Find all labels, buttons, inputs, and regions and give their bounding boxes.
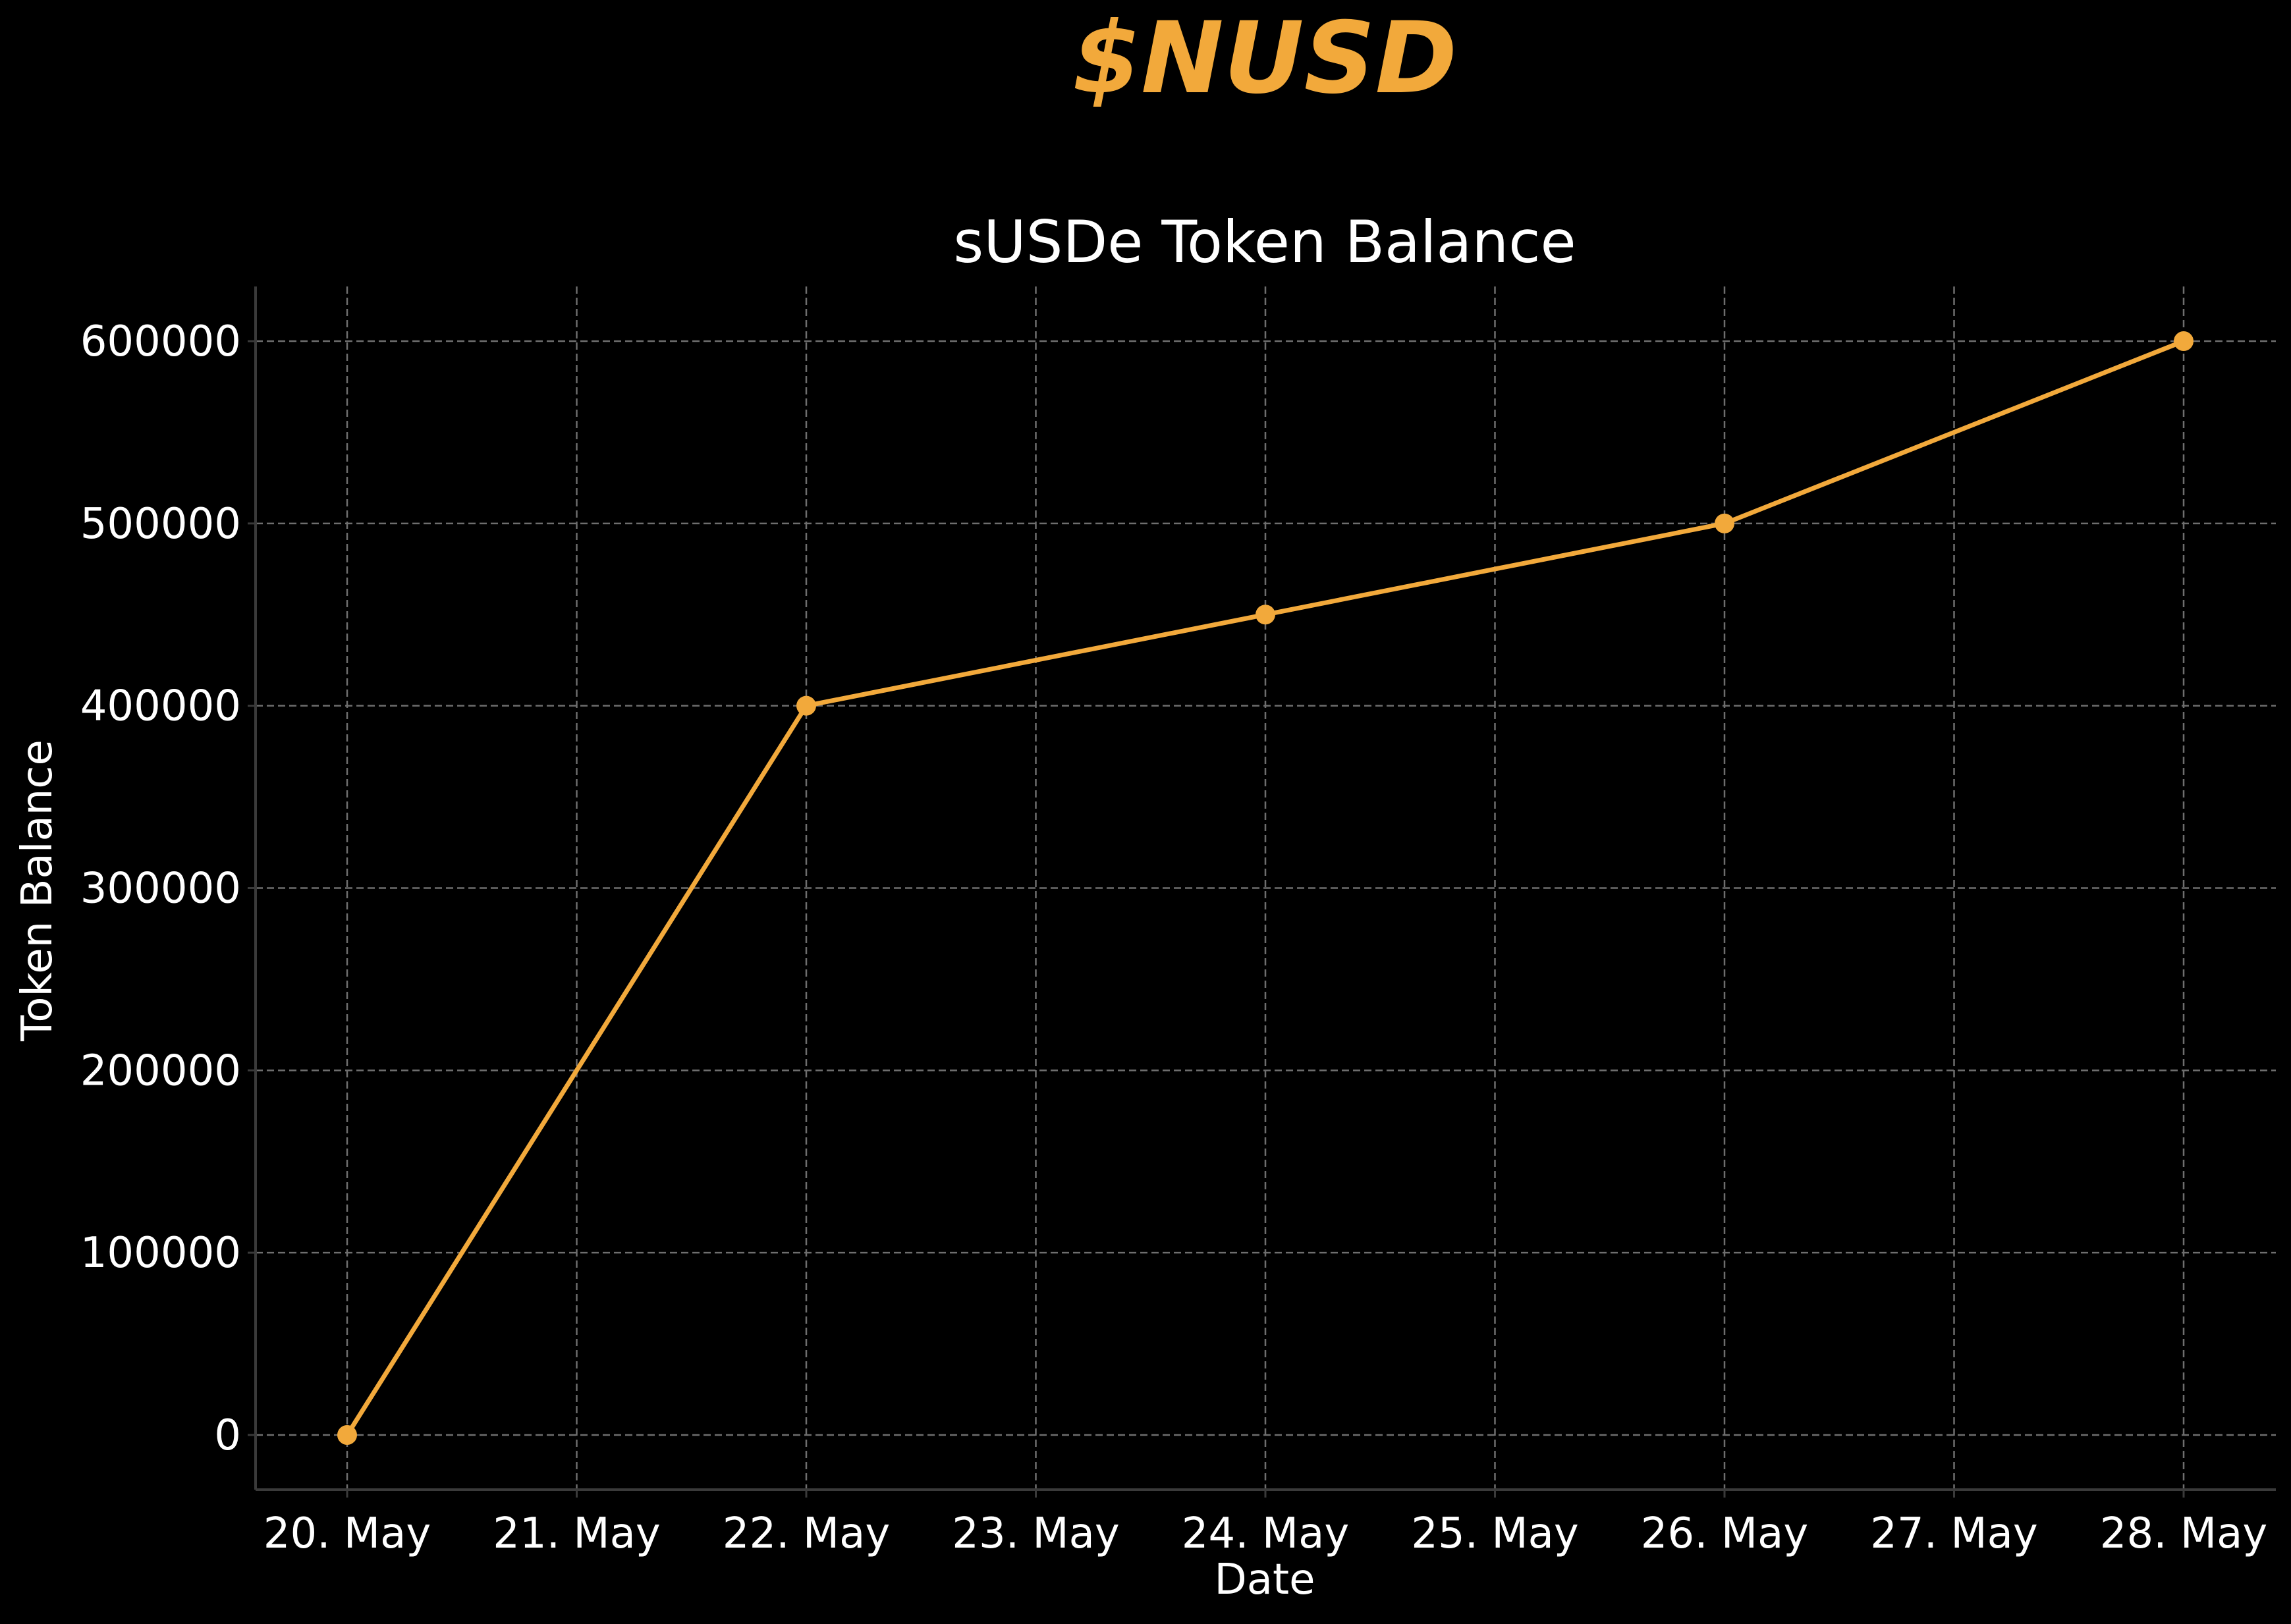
x-tick-label: 20. May xyxy=(263,1509,431,1558)
y-tick-label: 100000 xyxy=(80,1229,241,1278)
y-tick-label: 200000 xyxy=(80,1046,241,1095)
x-axis-label: Date xyxy=(1215,1556,1315,1604)
y-tick-label: 500000 xyxy=(80,500,241,549)
data-point xyxy=(337,1424,357,1445)
y-tick-label: 400000 xyxy=(80,682,241,731)
data-point xyxy=(1715,513,1734,533)
chart-title: sUSDe Token Balance xyxy=(953,208,1576,276)
data-point xyxy=(1256,605,1275,625)
y-tick-label: 0 xyxy=(214,1411,241,1460)
x-tick-label: 24. May xyxy=(1182,1509,1349,1558)
x-tick-label: 28. May xyxy=(2100,1509,2267,1558)
series xyxy=(337,331,2194,1445)
data-point xyxy=(2174,331,2194,352)
grid xyxy=(256,286,2276,1490)
x-tick-label: 25. May xyxy=(1411,1509,1578,1558)
y-axis-label: Token Balance xyxy=(13,740,62,1042)
y-tick-label: 300000 xyxy=(80,865,241,913)
brand-title: $NUSD xyxy=(1072,1,1457,116)
y-tick-label: 600000 xyxy=(80,317,241,366)
data-point xyxy=(796,695,816,716)
axes xyxy=(248,286,2276,1498)
x-tick-label: 23. May xyxy=(952,1509,1119,1558)
x-tick-label: 26. May xyxy=(1641,1509,1808,1558)
x-tick-label: 21. May xyxy=(493,1509,660,1558)
x-tick-label: 22. May xyxy=(723,1509,890,1558)
tick-labels: 20. May 21. May 22. May 23. May 24. May 25. M… xyxy=(80,317,2268,1558)
x-tick-label: 27. May xyxy=(1870,1509,2037,1558)
